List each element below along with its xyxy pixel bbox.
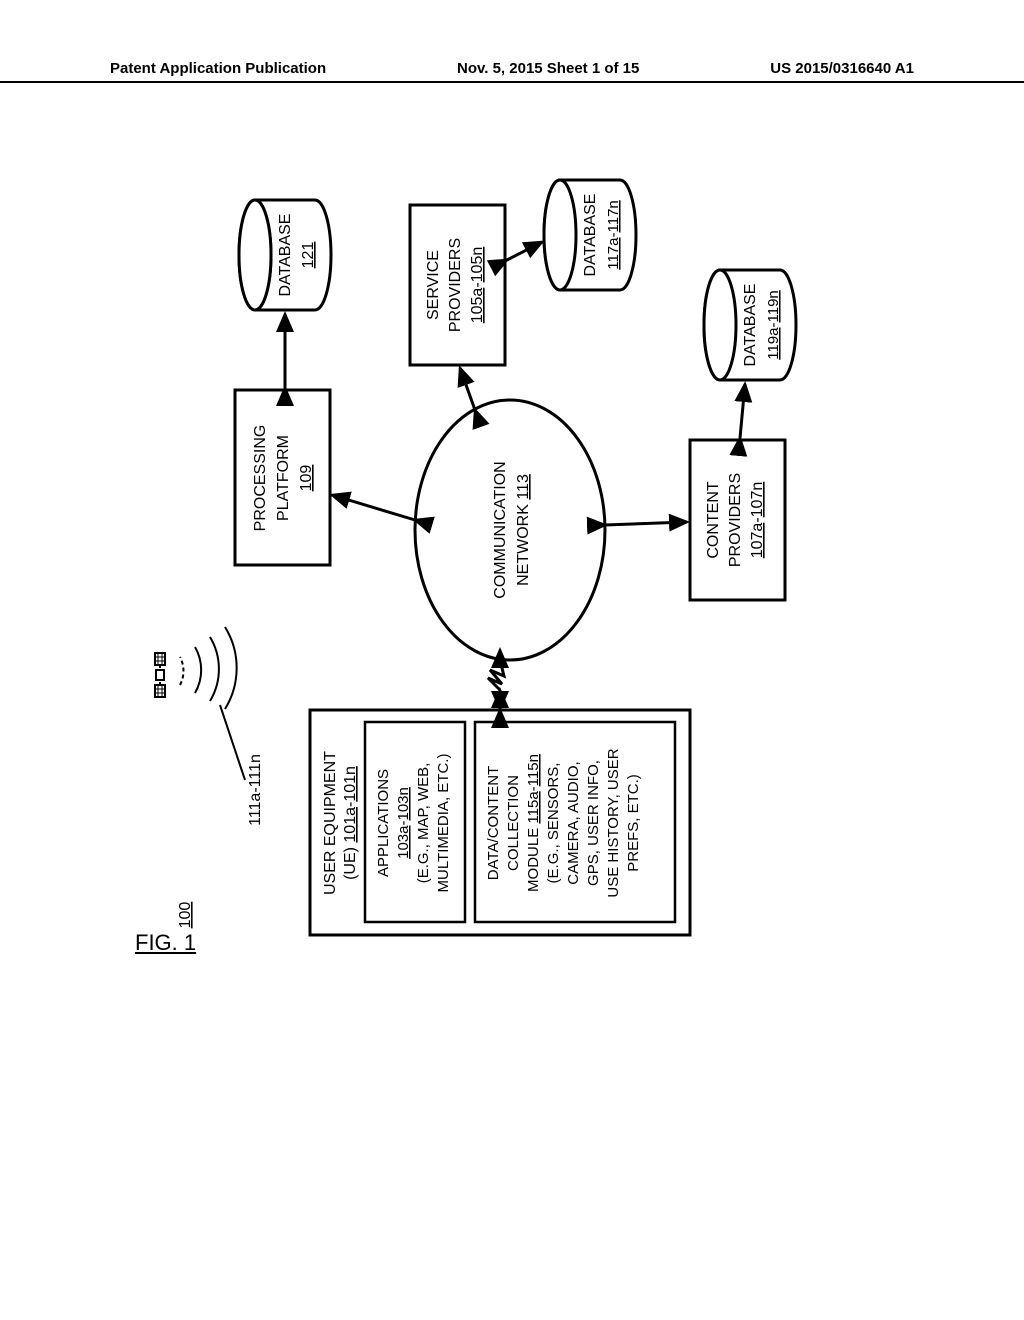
network-ellipse xyxy=(415,400,605,660)
dcc-l2: COLLECTION xyxy=(505,775,522,871)
ref-100: 100 xyxy=(177,902,194,929)
page: Patent Application Publication Nov. 5, 2… xyxy=(0,0,1024,1320)
ue-box: USER EQUIPMENT (UE) 101a-101n APPLICATIO… xyxy=(310,710,690,935)
page-header: Patent Application Publication Nov. 5, 2… xyxy=(0,60,1024,83)
dcc-l6: GPS, USER INFO, xyxy=(585,760,602,886)
service-box: SERVICE PROVIDERS 105a-105n xyxy=(410,205,505,365)
dcc-l3: MODULE 115a-115n xyxy=(525,754,542,892)
dcc-l8: PREFS, ETC.) xyxy=(625,774,642,872)
dcc-l1: DATA/CONTENT xyxy=(485,766,502,880)
db117-l2: 117a-117n xyxy=(605,200,622,270)
dcc-l4: (E.G., SENSORS, xyxy=(545,763,562,884)
proc-l1: PROCESSING xyxy=(252,425,269,532)
db121-l2: 121 xyxy=(300,242,317,269)
cnt-l3: 107a-107n xyxy=(749,482,766,559)
apps-l4: MULTIMEDIA, ETC.) xyxy=(435,754,452,893)
db-117: DATABASE 117a-117n xyxy=(544,180,636,290)
satellite-icon xyxy=(155,627,237,709)
header-left: Patent Application Publication xyxy=(110,60,326,77)
content-box: CONTENT PROVIDERS 107a-107n xyxy=(690,440,785,600)
apps-l3: (E.G., MAP, WEB, xyxy=(415,763,432,884)
net-svc-arrow xyxy=(460,368,475,410)
db117-l1: DATABASE xyxy=(582,194,599,277)
ue-title: USER EQUIPMENT xyxy=(322,751,339,895)
db119-l2: 119a-119n xyxy=(765,290,782,360)
cnt-db119-arrow xyxy=(740,384,745,438)
cnt-l2: PROVIDERS xyxy=(727,473,744,567)
proc-l3: 109 xyxy=(298,465,315,492)
diagram-svg: 100 xyxy=(140,170,860,950)
diagram-rotated-wrap: 100 xyxy=(140,170,860,950)
network-l1: COMMUNICATION xyxy=(492,461,509,598)
svc-l1: SERVICE xyxy=(425,250,442,320)
apps-l2: 103a-103n xyxy=(395,787,412,859)
svc-l2: PROVIDERS xyxy=(447,238,464,332)
dcc-l7: USE HISTORY, USER xyxy=(605,748,622,897)
processing-box: PROCESSING PLATFORM 109 xyxy=(235,390,330,565)
apps-l1: APPLICATIONS xyxy=(375,769,392,877)
dcc-l5: CAMERA, AUDIO, xyxy=(565,761,582,884)
ue-sub: (UE) 101a-101n xyxy=(342,766,359,880)
network-l2: NETWORK 113 xyxy=(515,474,532,586)
net-proc-arrow xyxy=(332,495,415,520)
db119-l1: DATABASE xyxy=(742,284,759,367)
cnt-l1: CONTENT xyxy=(705,481,722,559)
db-119: DATABASE 119a-119n xyxy=(704,270,796,380)
svc-l3: 105a-105n xyxy=(469,247,486,324)
net-cnt-arrow xyxy=(605,522,687,525)
proc-l2: PLATFORM xyxy=(275,435,292,521)
header-right: US 2015/0316640 A1 xyxy=(770,60,914,77)
header-center: Nov. 5, 2015 Sheet 1 of 15 xyxy=(457,60,639,77)
svc-db117-arrow xyxy=(507,242,542,260)
db121-l1: DATABASE xyxy=(277,214,294,297)
db-121: DATABASE 121 xyxy=(239,200,331,310)
satellite-ref: 111a-111n xyxy=(247,754,264,826)
